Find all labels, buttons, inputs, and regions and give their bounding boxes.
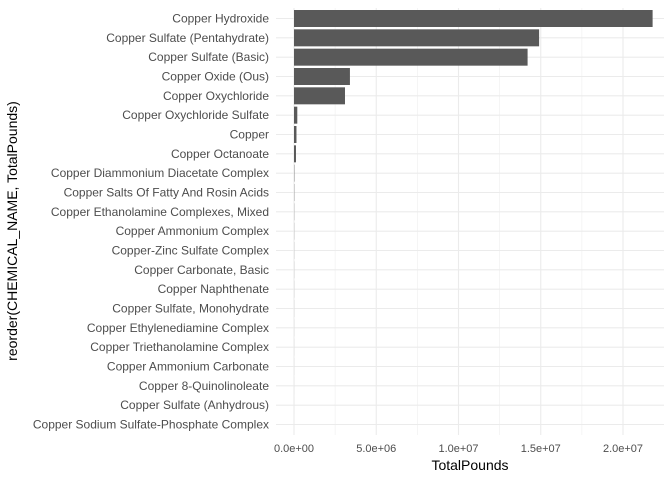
category-label: Copper Carbonate, Basic <box>134 263 269 277</box>
x-tick-label: 0.0e+00 <box>274 443 314 455</box>
x-tick-label: 1.0e+07 <box>438 443 478 455</box>
category-label: Copper Ethylenediamine Complex <box>87 321 269 335</box>
category-label: Copper Oxide (Ous) <box>162 70 269 84</box>
category-label: Copper 8-Quinolinoleate <box>139 379 269 393</box>
x-tick-label: 5.0e+06 <box>356 443 396 455</box>
bar <box>294 126 297 143</box>
bars-layer <box>294 10 653 433</box>
category-label: Copper Salts Of Fatty And Rosin Acids <box>64 186 269 200</box>
category-label: Copper Oxychloride <box>163 89 269 103</box>
y-axis-title: reorder(CHEMICAL_NAME, TotalPounds) <box>4 101 20 361</box>
category-label: Copper Triethanolamine Complex <box>90 340 269 354</box>
bar <box>294 87 345 105</box>
bar <box>294 48 528 66</box>
bar <box>294 10 653 27</box>
category-label: Copper Octanoate <box>171 147 269 161</box>
bar <box>294 106 298 124</box>
category-label: Copper Diammonium Diacetate Complex <box>51 166 269 180</box>
category-label: Copper Ammonium Carbonate <box>107 360 269 374</box>
x-tick-label: 2.0e+07 <box>603 443 643 455</box>
bar <box>294 145 296 163</box>
x-axis-title: TotalPounds <box>431 457 508 473</box>
category-label: Copper Sodium Sulfate-Phosphate Complex <box>33 418 269 432</box>
x-tick-label: 1.5e+07 <box>521 443 561 455</box>
category-label: Copper Sulfate, Monohydrate <box>112 302 269 316</box>
category-labels: Copper Hydroxide Copper Sulfate (Pentahyd… <box>33 12 269 432</box>
category-label: Copper Ethanolamine Complexes, Mixed <box>51 205 269 219</box>
category-label: Copper Oxychloride Sulfate <box>122 108 269 122</box>
category-label: Copper Hydroxide <box>172 12 269 26</box>
category-label: Copper Sulfate (Anhydrous) <box>120 398 269 412</box>
category-label: Copper Sulfate (Pentahydrate) <box>106 31 269 45</box>
category-label: Copper <box>230 128 269 142</box>
category-label: Copper Sulfate (Basic) <box>148 50 269 64</box>
category-label: Copper Ammonium Complex <box>116 224 269 238</box>
bar <box>294 29 540 47</box>
category-label: Copper Naphthenate <box>158 282 270 296</box>
x-tick-labels: 0.0e+00 5.0e+06 1.0e+07 1.5e+07 2.0e+07 <box>274 443 643 455</box>
bar <box>294 68 350 85</box>
category-label: Copper-Zinc Sulfate Complex <box>112 244 269 258</box>
